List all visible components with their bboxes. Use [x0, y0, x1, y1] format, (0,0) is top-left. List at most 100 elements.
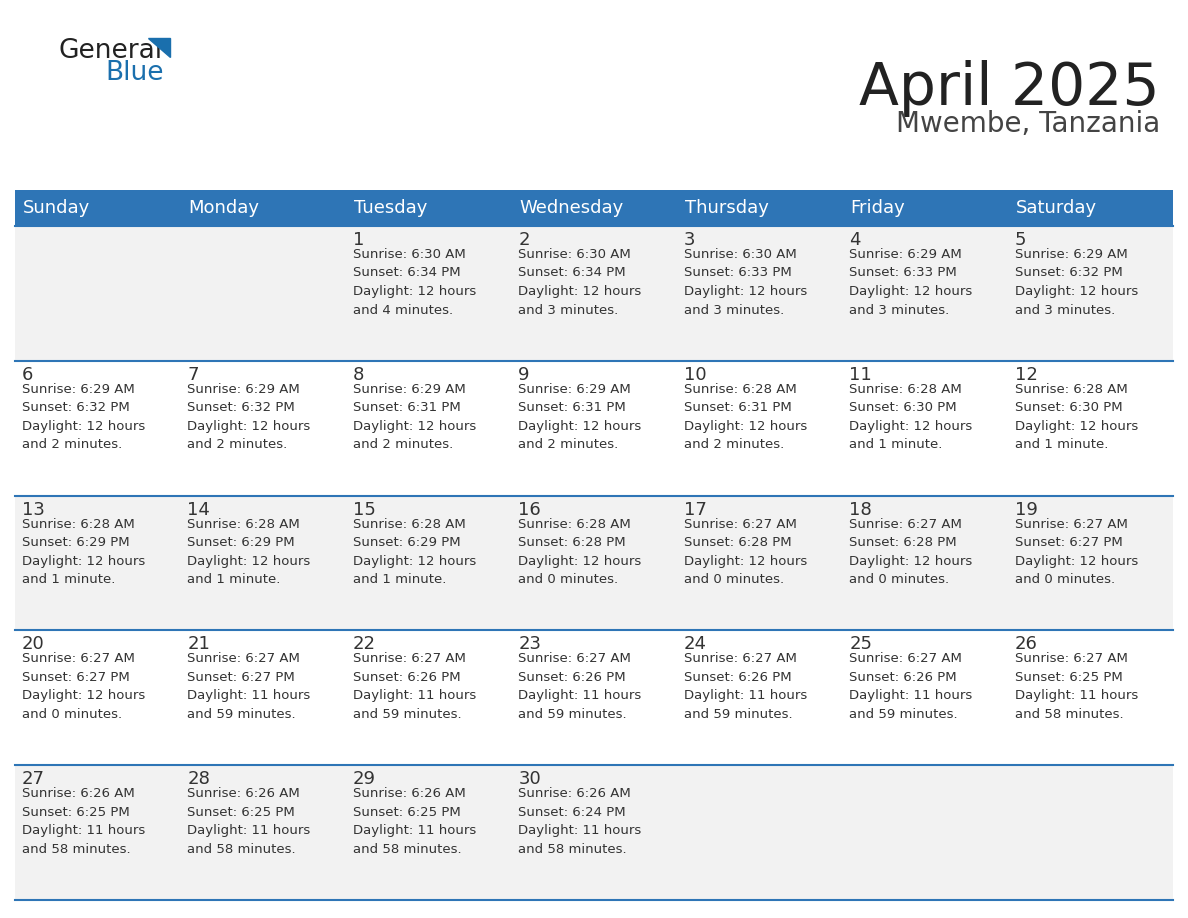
Text: 15: 15	[353, 500, 375, 519]
Text: 14: 14	[188, 500, 210, 519]
Polygon shape	[148, 38, 170, 57]
Bar	[677, 496, 842, 631]
Bar	[181, 226, 346, 361]
Bar	[677, 766, 842, 900]
Bar	[1007, 226, 1173, 361]
Bar	[677, 631, 842, 766]
Bar	[346, 190, 511, 226]
Text: General: General	[58, 38, 162, 64]
Bar	[511, 631, 677, 766]
Text: Tuesday: Tuesday	[354, 199, 428, 217]
Text: Sunrise: 6:28 AM
Sunset: 6:31 PM
Daylight: 12 hours
and 2 minutes.: Sunrise: 6:28 AM Sunset: 6:31 PM Dayligh…	[684, 383, 807, 452]
Bar	[15, 631, 181, 766]
Text: 28: 28	[188, 770, 210, 789]
Text: Monday: Monday	[189, 199, 259, 217]
Text: Sunrise: 6:29 AM
Sunset: 6:32 PM
Daylight: 12 hours
and 2 minutes.: Sunrise: 6:29 AM Sunset: 6:32 PM Dayligh…	[23, 383, 145, 452]
Bar	[1007, 766, 1173, 900]
Bar	[181, 190, 346, 226]
Text: Sunrise: 6:28 AM
Sunset: 6:30 PM
Daylight: 12 hours
and 1 minute.: Sunrise: 6:28 AM Sunset: 6:30 PM Dayligh…	[849, 383, 973, 452]
Bar	[677, 190, 842, 226]
Bar	[511, 190, 677, 226]
Text: Sunrise: 6:29 AM
Sunset: 6:32 PM
Daylight: 12 hours
and 3 minutes.: Sunrise: 6:29 AM Sunset: 6:32 PM Dayligh…	[1015, 248, 1138, 317]
Text: Sunrise: 6:26 AM
Sunset: 6:25 PM
Daylight: 11 hours
and 58 minutes.: Sunrise: 6:26 AM Sunset: 6:25 PM Dayligh…	[23, 788, 145, 856]
Text: Wednesday: Wednesday	[519, 199, 624, 217]
Text: Sunrise: 6:28 AM
Sunset: 6:29 PM
Daylight: 12 hours
and 1 minute.: Sunrise: 6:28 AM Sunset: 6:29 PM Dayligh…	[353, 518, 476, 586]
Text: Thursday: Thursday	[684, 199, 769, 217]
Text: Sunrise: 6:26 AM
Sunset: 6:24 PM
Daylight: 11 hours
and 58 minutes.: Sunrise: 6:26 AM Sunset: 6:24 PM Dayligh…	[518, 788, 642, 856]
Text: 24: 24	[684, 635, 707, 654]
Bar	[511, 766, 677, 900]
Text: April 2025: April 2025	[859, 60, 1159, 117]
Bar	[677, 361, 842, 496]
Text: Friday: Friday	[851, 199, 905, 217]
Text: Sunrise: 6:28 AM
Sunset: 6:30 PM
Daylight: 12 hours
and 1 minute.: Sunrise: 6:28 AM Sunset: 6:30 PM Dayligh…	[1015, 383, 1138, 452]
Text: 7: 7	[188, 365, 198, 384]
Bar	[15, 226, 181, 361]
Bar	[181, 766, 346, 900]
Text: 27: 27	[23, 770, 45, 789]
Bar	[842, 361, 1007, 496]
Bar	[842, 226, 1007, 361]
Text: 20: 20	[23, 635, 45, 654]
Text: Sunrise: 6:29 AM
Sunset: 6:31 PM
Daylight: 12 hours
and 2 minutes.: Sunrise: 6:29 AM Sunset: 6:31 PM Dayligh…	[353, 383, 476, 452]
Bar	[842, 631, 1007, 766]
Text: Sunrise: 6:28 AM
Sunset: 6:29 PM
Daylight: 12 hours
and 1 minute.: Sunrise: 6:28 AM Sunset: 6:29 PM Dayligh…	[188, 518, 311, 586]
Text: Sunrise: 6:26 AM
Sunset: 6:25 PM
Daylight: 11 hours
and 58 minutes.: Sunrise: 6:26 AM Sunset: 6:25 PM Dayligh…	[188, 788, 311, 856]
Bar	[346, 496, 511, 631]
Text: 19: 19	[1015, 500, 1037, 519]
Bar	[181, 631, 346, 766]
Text: Sunrise: 6:30 AM
Sunset: 6:34 PM
Daylight: 12 hours
and 3 minutes.: Sunrise: 6:30 AM Sunset: 6:34 PM Dayligh…	[518, 248, 642, 317]
Text: Sunrise: 6:27 AM
Sunset: 6:26 PM
Daylight: 11 hours
and 59 minutes.: Sunrise: 6:27 AM Sunset: 6:26 PM Dayligh…	[353, 653, 476, 721]
Text: 29: 29	[353, 770, 375, 789]
Text: 6: 6	[23, 365, 33, 384]
Text: Saturday: Saturday	[1016, 199, 1097, 217]
Text: 22: 22	[353, 635, 375, 654]
Bar	[842, 496, 1007, 631]
Text: Sunrise: 6:27 AM
Sunset: 6:27 PM
Daylight: 12 hours
and 0 minutes.: Sunrise: 6:27 AM Sunset: 6:27 PM Dayligh…	[23, 653, 145, 721]
Bar	[15, 766, 181, 900]
Text: Sunrise: 6:30 AM
Sunset: 6:34 PM
Daylight: 12 hours
and 4 minutes.: Sunrise: 6:30 AM Sunset: 6:34 PM Dayligh…	[353, 248, 476, 317]
Bar	[1007, 496, 1173, 631]
Text: Sunrise: 6:27 AM
Sunset: 6:27 PM
Daylight: 12 hours
and 0 minutes.: Sunrise: 6:27 AM Sunset: 6:27 PM Dayligh…	[1015, 518, 1138, 586]
Text: 4: 4	[849, 231, 860, 249]
Bar	[181, 361, 346, 496]
Bar	[15, 190, 181, 226]
Text: 25: 25	[849, 635, 872, 654]
Bar	[346, 226, 511, 361]
Text: Sunrise: 6:27 AM
Sunset: 6:26 PM
Daylight: 11 hours
and 59 minutes.: Sunrise: 6:27 AM Sunset: 6:26 PM Dayligh…	[684, 653, 807, 721]
Text: Sunrise: 6:28 AM
Sunset: 6:28 PM
Daylight: 12 hours
and 0 minutes.: Sunrise: 6:28 AM Sunset: 6:28 PM Dayligh…	[518, 518, 642, 586]
Text: 10: 10	[684, 365, 707, 384]
Bar	[511, 361, 677, 496]
Text: Sunrise: 6:27 AM
Sunset: 6:26 PM
Daylight: 11 hours
and 59 minutes.: Sunrise: 6:27 AM Sunset: 6:26 PM Dayligh…	[849, 653, 973, 721]
Text: 1: 1	[353, 231, 365, 249]
Text: Sunrise: 6:27 AM
Sunset: 6:25 PM
Daylight: 11 hours
and 58 minutes.: Sunrise: 6:27 AM Sunset: 6:25 PM Dayligh…	[1015, 653, 1138, 721]
Text: 17: 17	[684, 500, 707, 519]
Text: 18: 18	[849, 500, 872, 519]
Text: 3: 3	[684, 231, 695, 249]
Text: 12: 12	[1015, 365, 1037, 384]
Text: Sunrise: 6:29 AM
Sunset: 6:32 PM
Daylight: 12 hours
and 2 minutes.: Sunrise: 6:29 AM Sunset: 6:32 PM Dayligh…	[188, 383, 311, 452]
Text: 13: 13	[23, 500, 45, 519]
Bar	[511, 496, 677, 631]
Text: Blue: Blue	[105, 60, 164, 86]
Text: Sunrise: 6:30 AM
Sunset: 6:33 PM
Daylight: 12 hours
and 3 minutes.: Sunrise: 6:30 AM Sunset: 6:33 PM Dayligh…	[684, 248, 807, 317]
Text: 9: 9	[518, 365, 530, 384]
Text: Sunrise: 6:27 AM
Sunset: 6:27 PM
Daylight: 11 hours
and 59 minutes.: Sunrise: 6:27 AM Sunset: 6:27 PM Dayligh…	[188, 653, 311, 721]
Text: Sunrise: 6:26 AM
Sunset: 6:25 PM
Daylight: 11 hours
and 58 minutes.: Sunrise: 6:26 AM Sunset: 6:25 PM Dayligh…	[353, 788, 476, 856]
Bar	[1007, 190, 1173, 226]
Text: 2: 2	[518, 231, 530, 249]
Bar	[346, 766, 511, 900]
Bar	[511, 226, 677, 361]
Text: Sunrise: 6:27 AM
Sunset: 6:28 PM
Daylight: 12 hours
and 0 minutes.: Sunrise: 6:27 AM Sunset: 6:28 PM Dayligh…	[684, 518, 807, 586]
Bar	[1007, 361, 1173, 496]
Text: 8: 8	[353, 365, 365, 384]
Bar	[842, 766, 1007, 900]
Bar	[346, 361, 511, 496]
Text: 16: 16	[518, 500, 541, 519]
Text: 30: 30	[518, 770, 541, 789]
Text: Sunday: Sunday	[23, 199, 90, 217]
Text: Sunrise: 6:29 AM
Sunset: 6:33 PM
Daylight: 12 hours
and 3 minutes.: Sunrise: 6:29 AM Sunset: 6:33 PM Dayligh…	[849, 248, 973, 317]
Text: Sunrise: 6:27 AM
Sunset: 6:28 PM
Daylight: 12 hours
and 0 minutes.: Sunrise: 6:27 AM Sunset: 6:28 PM Dayligh…	[849, 518, 973, 586]
Bar	[677, 226, 842, 361]
Bar	[15, 496, 181, 631]
